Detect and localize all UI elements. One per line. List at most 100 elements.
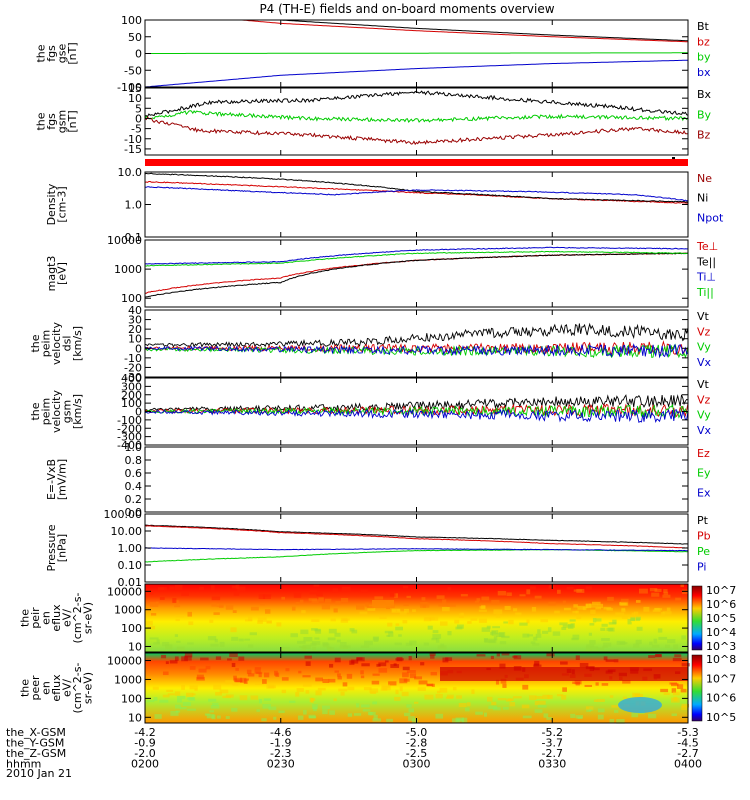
y-tick-label: 300 [121,380,142,393]
colorbar-strip [691,654,703,722]
y-tick-label: 0.2 [125,493,143,506]
ion_spec-colorbar: 10^710^610^510^410^3 [691,584,736,653]
chart-title: P4 (TH-E) fields and on-board moments ov… [259,2,554,16]
legend-vt: Vt [697,310,710,323]
y-tick-label: -15 [124,143,142,156]
legend-vy: Vy [697,341,711,354]
y-tick-label: 0 [135,406,142,419]
legend-te||: Te|| [696,255,716,268]
y-tick-label: 200 [121,389,142,402]
y-tick-label: 10 [128,333,142,346]
y-tick-label: 1.0 [125,441,143,454]
series-temperature-te⊥ [145,252,689,294]
axis-row-value: -2.7 [542,747,563,760]
axis-row-value: -4.5 [677,737,698,750]
axis-row-value: -2.5 [406,747,427,760]
axis-row-value: -5.2 [542,726,563,739]
y-tick-label: 100.00 [104,508,143,521]
colorbar-tick-label: 10^4 [706,626,736,639]
y-tick-label: 1.00 [118,542,143,555]
series-fgs_gsm-bx [144,90,689,118]
colorbar-tick-label: 10^7 [706,672,736,685]
legend-pt: Pt [697,514,709,527]
axis-row-value: -4.2 [134,726,155,739]
y-axis-label: Pressure [45,524,58,571]
ion-flux-feature [372,600,394,608]
axis-row-value: 0230 [267,758,295,771]
orbit-marker [672,157,675,159]
y-tick-label: -100 [117,81,142,94]
y-tick-label: 10000 [107,234,142,247]
y-tick-label: 0.6 [125,467,143,480]
series-fgs_gsm-bz [144,116,689,146]
y-tick-label: 5 [135,102,142,115]
legend-vx: Vx [697,356,712,369]
series-density-ni [144,172,689,203]
legend-ti||: Ti|| [696,286,714,299]
y-tick-label: 15 [128,82,142,95]
axis-row-value: -2.7 [677,747,698,760]
y-tick-label: -300 [117,431,142,444]
series-velocity_gsm-vz [144,402,689,418]
panel-frame [144,513,689,583]
y-axis-label: [nPa] [55,534,68,562]
y-tick-label: 40 [128,304,142,317]
y-tick-label: 100 [121,692,142,705]
panel-pressure: 100.00 10.00 1.00 0.10 0.01 Pressure[nPa] Pt Pb… [45,508,711,589]
y-axis-label: en [40,611,53,625]
y-axis-label: [nT] [66,42,79,64]
y-axis-label: sr-eV) [82,672,95,704]
y-tick-label: 10000 [107,655,142,668]
panel-temperature: 10000 1000 100 magt3[eV] Te⊥ Te|| Ti⊥ Ti|| [45,234,718,308]
series-density-ne [144,181,689,204]
colorbar-tick-label: 10^7 [706,584,736,597]
series-velocity_gsm-vx [144,408,689,424]
y-axis-label: eflux [50,604,63,632]
y-tick-label: 10000 [107,585,142,598]
legend-by: by [697,51,711,64]
axis-row-value: -3.7 [542,737,563,750]
y-axis-label: eflux [50,674,63,702]
axis-row-label: the_X-GSM [6,726,66,739]
colorbar-tick-label: 10^3 [706,640,736,653]
y-axis-label: (cm^2-s- [71,593,84,644]
series-pressure-pi [145,547,689,552]
colorbar-tick-label: 10^6 [706,692,736,705]
legend-vy: Vy [697,409,711,422]
date-label: 2010 Jan 21 [6,767,72,780]
legend-ni: Ni [697,192,708,205]
y-axis-label: eV/ [61,609,74,627]
legend-npot: Npot [697,211,724,224]
y-tick-label: 20 [128,323,142,336]
panel-e_field: 1.00.80.60.40.20.0 E=-VxB[mV/m] Ez Ey Ex [45,441,711,519]
axis-row-value: -4.6 [270,726,291,739]
y-axis-label: the [19,609,32,627]
legend-bx: bx [697,66,711,79]
series-fgs_gsm-by [144,110,689,123]
y-tick-label: 0.1 [125,231,143,244]
series-velocity_dsl-vy [144,343,689,359]
y-tick-label: -50 [124,64,142,77]
series-density-npot [144,186,689,202]
axis-row-value: 0330 [538,758,566,771]
y-tick-label: 10.0 [118,166,143,179]
legend-vz: Vz [697,393,711,406]
colorbar-tick-label: 10^6 [706,598,736,611]
y-tick-label: -100 [117,414,142,427]
y-tick-label: 30 [128,314,142,327]
legend-te⊥: Te⊥ [696,240,718,253]
legend-pi: Pi [697,561,706,574]
series-fgs_gse-bx [144,59,688,88]
y-axis-label: sr-eV) [82,602,95,634]
panel-electron_spec: 10^8 10^7 10^6 10^5 10000 1000 100 10 thepeerene… [19,652,736,724]
legend-ey: Ey [697,467,711,480]
y-tick-label: 0.0 [125,506,143,519]
y-tick-label: 0 [135,48,142,61]
y-tick-label: 100 [121,397,142,410]
y-axis-label: the [29,402,42,420]
electron_spec-colorbar: 10^8 10^7 10^6 10^5 [691,653,736,724]
